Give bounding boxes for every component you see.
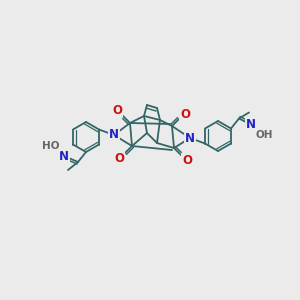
Text: HO: HO bbox=[42, 141, 60, 151]
Text: N: N bbox=[185, 131, 195, 145]
Text: O: O bbox=[182, 154, 192, 166]
Text: N: N bbox=[59, 149, 69, 163]
Text: O: O bbox=[180, 107, 190, 121]
Text: O: O bbox=[112, 104, 122, 118]
Text: N: N bbox=[109, 128, 119, 142]
Text: OH: OH bbox=[255, 130, 273, 140]
Text: O: O bbox=[114, 152, 124, 164]
Text: N: N bbox=[246, 118, 256, 131]
